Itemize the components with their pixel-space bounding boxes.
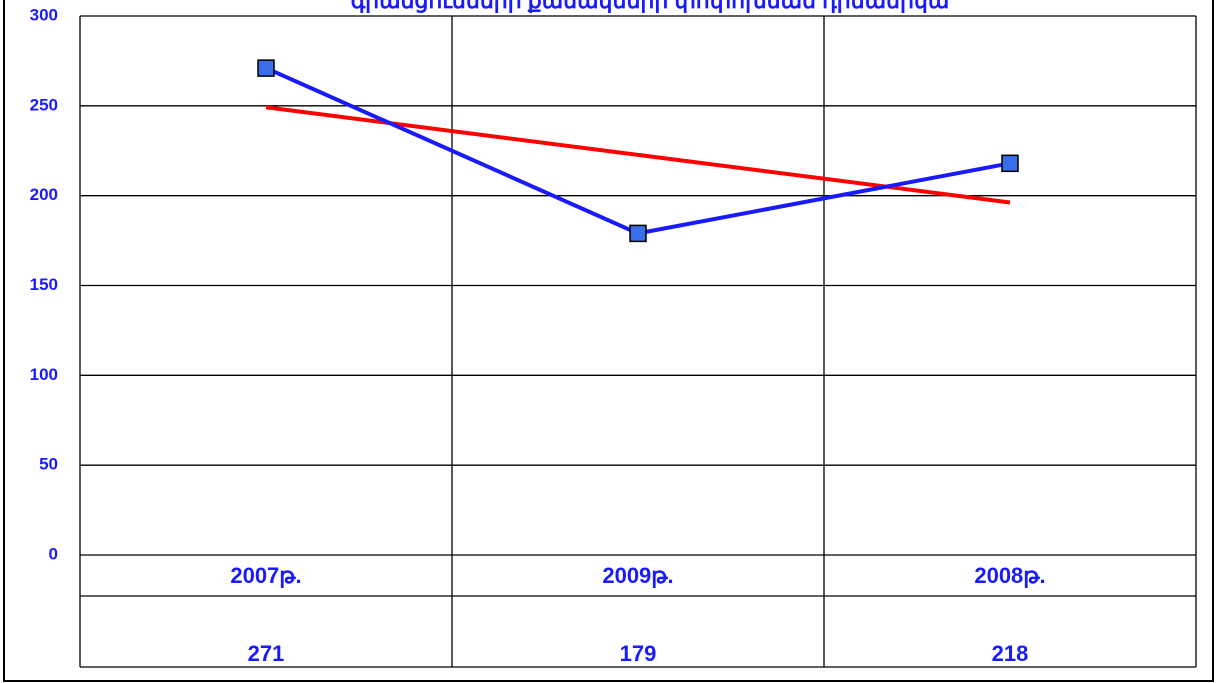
marker (257, 59, 275, 77)
y-tick-label: 0 (49, 544, 58, 563)
marker (1001, 154, 1019, 173)
y-tick-label: 150 (30, 275, 58, 294)
table-value: 218 (992, 641, 1029, 666)
table-value: 179 (620, 641, 657, 666)
table-value: 271 (248, 641, 285, 666)
marker (629, 224, 647, 243)
y-tick-label: 50 (39, 455, 58, 474)
y-tick-label: 100 (30, 365, 58, 384)
x-tick-label: 2007թ. (230, 563, 301, 588)
chart-border (3, 0, 1214, 682)
y-tick-label: 250 (30, 95, 58, 114)
x-tick-label: 2008թ. (974, 563, 1045, 588)
x-tick-label: 2009թ. (602, 563, 673, 588)
chart-title: գրանցումների քանակների փոփոխման դինամիկա (351, 0, 950, 14)
y-tick-label: 300 (30, 5, 58, 24)
y-tick-label: 200 (30, 185, 58, 204)
